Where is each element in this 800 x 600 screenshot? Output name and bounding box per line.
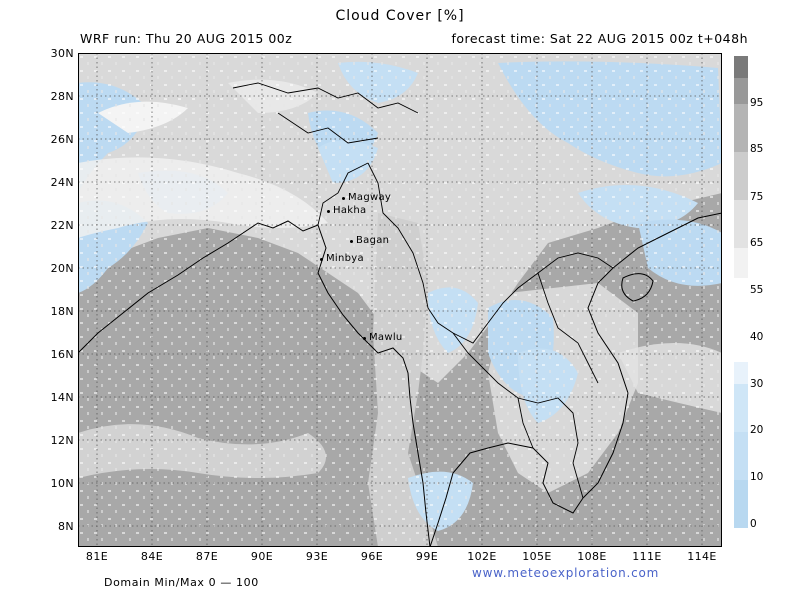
colorbar-label: 75: [750, 191, 764, 203]
city-label-hakha: Hakha: [333, 205, 367, 216]
city-dot-bagan: [350, 240, 353, 243]
coastlines: [78, 212, 722, 547]
colorbar-band-85: [734, 104, 748, 152]
city-dot-minbya: [320, 258, 323, 261]
cloud-cover-map: Magway Hakha Bagan Minbya Mawlu: [78, 53, 722, 547]
colorbar-band-95: [734, 78, 748, 104]
lat-label: 14N: [50, 391, 74, 404]
colorbar-band-20: [734, 384, 748, 432]
lon-label: 93E: [305, 550, 329, 563]
colorbar-label: 40: [750, 331, 764, 343]
colorbar-band-0: [734, 480, 748, 528]
lat-label: 26N: [50, 133, 74, 146]
cloud-texture: [78, 53, 722, 547]
colorbar-label: 85: [750, 143, 764, 155]
colorbar-label: 0: [750, 518, 757, 530]
lon-label: 108E: [577, 550, 607, 563]
city-dot-magway: [342, 197, 345, 200]
city-dot-hakha: [327, 210, 330, 213]
lat-label: 16N: [50, 348, 74, 361]
colorbar-band-65: [734, 200, 748, 248]
colorbar-label: 65: [750, 237, 764, 249]
colorbar-band-55: [734, 248, 748, 278]
lat-label: 10N: [50, 477, 74, 490]
city-dot-mawlu: [363, 337, 366, 340]
colorbar-label: 95: [750, 97, 764, 109]
lat-label: 18N: [50, 305, 74, 318]
colorbar-band-40: [734, 278, 748, 362]
lat-label: 12N: [50, 434, 74, 447]
lon-label: 102E: [467, 550, 497, 563]
lat-label: 22N: [50, 219, 74, 232]
lon-label: 114E: [687, 550, 717, 563]
lon-label: 90E: [250, 550, 274, 563]
lon-label: 96E: [360, 550, 384, 563]
lon-label: 111E: [632, 550, 662, 563]
run-time-label: WRF run: Thu 20 AUG 2015 00z: [80, 31, 293, 46]
map-canvas: [78, 53, 722, 547]
city-label-bagan: Bagan: [356, 235, 390, 246]
lat-label: 8N: [57, 520, 74, 533]
lon-label: 105E: [522, 550, 552, 563]
colorbar-band-10: [734, 432, 748, 480]
lat-label: 30N: [50, 47, 74, 60]
lon-label: 84E: [140, 550, 164, 563]
colorbar-label: 10: [750, 471, 764, 483]
forecast-time-label: forecast time: Sat 22 AUG 2015 00z t+048…: [451, 31, 748, 46]
city-label-magway: Magway: [348, 192, 392, 203]
lat-label: 20N: [50, 262, 74, 275]
lon-label: 87E: [195, 550, 219, 563]
graticule: [78, 53, 722, 547]
city-label-minbya: Minbya: [326, 253, 364, 264]
chart-title: Cloud Cover [%]: [335, 8, 465, 24]
colorbar-label: 30: [750, 378, 764, 390]
lat-label: 28N: [50, 90, 74, 103]
colorbar-label: 55: [750, 284, 764, 296]
colorbar-band-100: [734, 56, 748, 78]
domain-minmax: Domain Min/Max 0 — 100: [104, 576, 259, 589]
colorbar: [734, 56, 748, 528]
source-url[interactable]: www.meteoexploration.com: [472, 566, 660, 580]
lat-label: 24N: [50, 176, 74, 189]
colorbar-band-75: [734, 152, 748, 200]
borders: [232, 82, 614, 499]
lon-label: 99E: [415, 550, 439, 563]
colorbar-band-30: [734, 362, 748, 384]
colorbar-label: 20: [750, 424, 764, 436]
lon-label: 81E: [85, 550, 109, 563]
city-label-mawlu: Mawlu: [369, 332, 403, 343]
